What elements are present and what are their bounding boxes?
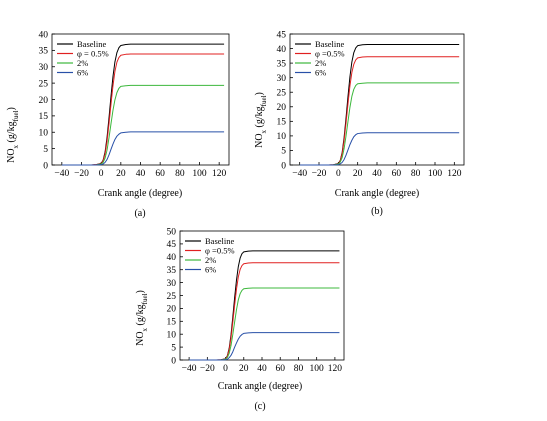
y-axis-label-a: NOx (g/kgfuel) (6, 107, 20, 163)
x-tick-label: −20 (74, 169, 89, 179)
x-tick-label: 40 (257, 364, 267, 374)
x-tick-label: 120 (328, 364, 343, 374)
x-axis-label-c: Crank angle (degree) (218, 381, 302, 392)
plot-area-c: −40 −20 0 20 40 60 80 100 120 0 5 10 15 20 25 30 35 40 45 5… (167, 227, 345, 374)
x-tick-label: 20 (239, 364, 249, 374)
x-tick-label: 80 (175, 169, 185, 179)
legend-label: 2% (315, 58, 326, 68)
y-tick-label: 45 (167, 240, 177, 250)
legend-label: φ =0.5% (205, 246, 235, 256)
series-line-0-5 (189, 262, 340, 361)
y-tick-label: 30 (39, 63, 49, 73)
legend-label: φ = 0.5% (77, 49, 109, 59)
y-tick-label: 0 (281, 161, 286, 171)
y-axis-label-b: NOx (g/kgfuel) (254, 92, 268, 148)
y-tick-label: 35 (277, 59, 287, 69)
chart-panel-a: −40 −20 0 20 40 60 80 100 120 0 5 10 15 20 25 30 35 40 Bas… (0, 20, 260, 225)
x-tick-label: 80 (294, 364, 304, 374)
panel-label-c: (c) (254, 401, 265, 412)
x-tick-label: 100 (192, 169, 207, 179)
legend-label: 6% (315, 68, 326, 78)
chart-b: −40 −20 0 20 40 60 80 100 120 0 5 10 15 20 25 30 35 40 45 B… (254, 30, 465, 217)
legend-label: 6% (77, 68, 88, 78)
y-tick-label: 45 (277, 30, 287, 40)
y-tick-label: 20 (277, 103, 287, 113)
y-tick-label: 0 (43, 161, 48, 171)
y-tick-label: 35 (39, 47, 49, 57)
panel-label-a: (a) (134, 208, 145, 219)
x-tick-label: −40 (54, 169, 69, 179)
chart-a: −40 −20 0 20 40 60 80 100 120 0 5 10 15 20 25 30 35 40 Bas… (6, 30, 230, 219)
legend-label: 6% (205, 265, 216, 275)
x-tick-label: 100 (428, 169, 443, 179)
x-tick-label: −20 (200, 364, 215, 374)
y-tick-label: 40 (39, 30, 49, 40)
x-tick-label: 120 (212, 169, 227, 179)
y-tick-label: 15 (39, 112, 49, 122)
x-tick-label: 60 (155, 169, 165, 179)
x-tick-label: 20 (353, 169, 363, 179)
x-tick-label: 0 (99, 169, 104, 179)
series-line-6 (61, 131, 225, 166)
y-tick-label: 25 (39, 79, 49, 89)
series-line-2 (299, 82, 460, 166)
x-tick-label: 100 (310, 364, 325, 374)
x-tick-label: 80 (411, 169, 421, 179)
y-tick-label: 15 (277, 118, 287, 128)
x-tick-label: 120 (447, 169, 462, 179)
x-tick-label: −40 (182, 364, 197, 374)
plot-area-b: −40 −20 0 20 40 60 80 100 120 0 5 10 15 20 25 30 35 40 45 B… (277, 30, 465, 179)
y-tick-label: 40 (167, 253, 177, 263)
y-tick-label: 5 (43, 145, 48, 155)
panel-label-b: (b) (371, 206, 383, 217)
y-tick-label: 40 (277, 45, 287, 55)
x-tick-label: −40 (292, 169, 307, 179)
series-line-6 (189, 332, 340, 361)
x-tick-label: 0 (336, 169, 341, 179)
legend-label: Baseline (315, 39, 344, 49)
x-tick-label: 60 (275, 364, 285, 374)
x-tick-label: 60 (392, 169, 402, 179)
legend-label: 2% (77, 58, 88, 68)
y-tick-label: 25 (277, 89, 287, 99)
y-tick-label: 10 (277, 132, 287, 142)
legend-label: Baseline (77, 39, 106, 49)
legend-label: Baseline (205, 236, 234, 246)
legend-label: φ =0.5% (315, 49, 345, 59)
y-tick-label: 30 (167, 279, 177, 289)
y-axis-label-c: NOx (g/kgfuel) (135, 290, 149, 346)
y-tick-label: 35 (167, 266, 177, 276)
y-tick-label: 20 (39, 96, 49, 106)
chart-c: −40 −20 0 20 40 60 80 100 120 0 5 10 15 20 25 30 35 40 45 5… (135, 227, 345, 412)
y-tick-label: 15 (167, 318, 177, 328)
chart-panel-b: −40 −20 0 20 40 60 80 100 120 0 5 10 15 20 25 30 35 40 45 B… (252, 20, 542, 225)
legend-label: 2% (205, 255, 216, 265)
x-tick-label: 40 (372, 169, 382, 179)
series-line-6 (299, 132, 460, 166)
series-line-2 (189, 287, 340, 361)
y-tick-label: 25 (167, 292, 177, 302)
y-tick-label: 10 (167, 331, 177, 341)
x-axis-label-b: Crank angle (degree) (335, 188, 419, 199)
chart-panel-c: −40 −20 0 20 40 60 80 100 120 0 5 10 15 20 25 30 35 40 45 5… (125, 218, 365, 416)
x-tick-label: 40 (136, 169, 146, 179)
y-tick-label: 5 (171, 343, 176, 353)
plot-area-a: −40 −20 0 20 40 60 80 100 120 0 5 10 15 20 25 30 35 40 Bas… (39, 30, 230, 179)
y-tick-label: 0 (171, 356, 176, 366)
x-tick-label: 0 (223, 364, 228, 374)
series-line-2 (61, 84, 225, 166)
x-tick-label: 20 (116, 169, 126, 179)
x-tick-label: −20 (312, 169, 327, 179)
y-tick-label: 30 (277, 74, 287, 84)
y-tick-label: 5 (281, 147, 286, 157)
y-tick-label: 10 (39, 129, 49, 139)
x-axis-label-a: Crank angle (degree) (98, 188, 182, 199)
y-tick-label: 50 (167, 227, 177, 237)
y-tick-label: 20 (167, 305, 177, 315)
